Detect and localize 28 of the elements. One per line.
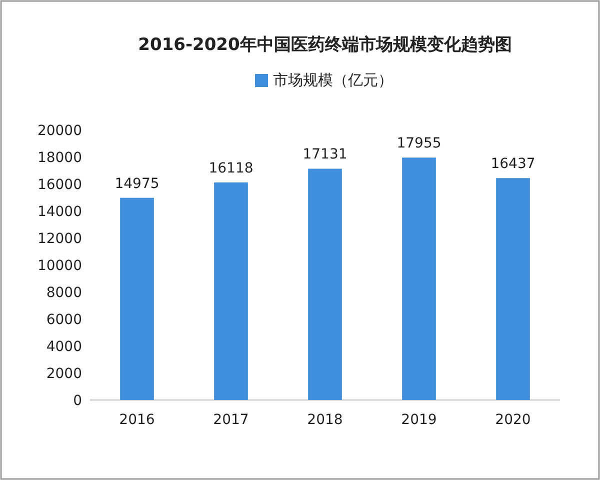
y-tick-label: 14000 — [37, 204, 82, 220]
x-tick-label: 2020 — [495, 412, 531, 428]
y-tick-label: 10000 — [37, 258, 82, 274]
x-tick-label: 2017 — [213, 412, 249, 428]
legend-label: 市场规模（亿元） — [273, 71, 393, 89]
chart-title: 2016-2020年中国医药终端市场规模变化趋势图 — [138, 35, 512, 55]
data-label: 17131 — [302, 146, 348, 163]
y-tick-label: 0 — [73, 393, 82, 409]
bar — [496, 178, 530, 400]
y-tick-label: 12000 — [37, 231, 82, 247]
y-tick-label: 4000 — [46, 339, 82, 355]
data-label: 16118 — [208, 160, 254, 176]
y-tick-label: 6000 — [46, 312, 82, 328]
data-label: 16437 — [490, 156, 536, 172]
y-tick-label: 16000 — [37, 177, 82, 193]
data-label: 14975 — [114, 176, 160, 192]
y-tick-label: 20000 — [37, 123, 82, 139]
data-label: 17955 — [396, 136, 442, 152]
y-tick-label: 18000 — [37, 150, 82, 166]
x-tick-label: 2019 — [401, 412, 437, 428]
x-tick-label: 2016 — [119, 412, 155, 428]
bar — [120, 198, 154, 400]
x-tick-label: 2018 — [307, 412, 343, 428]
bar — [214, 182, 248, 400]
y-tick-label: 8000 — [46, 285, 82, 301]
bar — [402, 158, 436, 400]
y-tick-label: 2000 — [46, 366, 82, 382]
bar — [308, 168, 342, 400]
